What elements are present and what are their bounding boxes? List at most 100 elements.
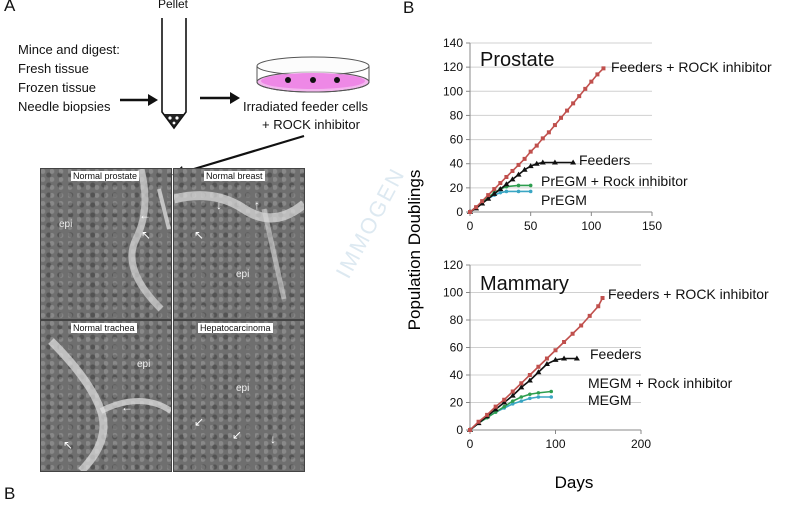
micrograph-normal-breast: Normal breast epi ↓ ↑ ↖: [173, 168, 305, 320]
y-tick-label: 80: [450, 313, 464, 327]
data-point: [510, 389, 515, 394]
x-tick-label: 0: [467, 437, 474, 451]
data-point: [552, 356, 559, 362]
data-point: [579, 323, 584, 328]
x-tick-label: 150: [642, 219, 662, 233]
series-label: Feeders + ROCK inhibitor: [611, 59, 772, 75]
micrograph-title: Hepatocarcinoma: [198, 323, 273, 333]
data-point: [468, 428, 472, 432]
data-point: [562, 340, 567, 344]
data-point: [510, 399, 515, 403]
data-point: [559, 115, 563, 120]
chart-panel-mammary: 0 20 40 60 80 100 120 0 100 200 Mammary Feeders + R…: [443, 258, 769, 451]
data-point: [480, 199, 485, 204]
data-point: [528, 396, 532, 401]
data-point: [518, 384, 525, 390]
data-point: [551, 159, 558, 165]
data-point: [596, 304, 601, 309]
x-tick-label: 0: [467, 219, 474, 233]
data-point: [498, 181, 503, 186]
data-point: [528, 392, 532, 397]
arrow-marker-icon: ↓: [270, 432, 276, 446]
arrow-marker-icon: ←: [121, 400, 133, 414]
data-point: [536, 395, 541, 399]
y-tick-label: 120: [443, 60, 463, 74]
arrow-marker-icon: ↓: [216, 198, 222, 212]
data-point: [573, 355, 580, 361]
data-point: [539, 159, 546, 165]
panel-a-letter: A: [4, 0, 16, 15]
arrow-marker-icon: ↑: [254, 198, 260, 212]
data-point: [535, 369, 542, 375]
epi-label: epi: [137, 359, 151, 370]
y-tick-label: 120: [443, 258, 463, 272]
micrograph-title: Normal prostate: [71, 171, 140, 181]
mince-line-3: Frozen tissue: [18, 80, 97, 95]
epi-label: epi: [236, 383, 250, 394]
data-point: [519, 381, 524, 386]
chart-title: Mammary: [480, 273, 569, 295]
workflow-diagram: [120, 18, 370, 178]
data-point: [476, 419, 481, 424]
y-tick-label: 0: [456, 205, 463, 219]
y-tick-label: 60: [450, 133, 464, 147]
data-point: [534, 143, 539, 148]
y-tick-label: 100: [443, 84, 463, 98]
x-tick-label: 100: [581, 219, 601, 233]
pellet-label: Pellet: [158, 0, 189, 11]
arrow-marker-icon: ↙: [232, 428, 243, 442]
series-line: [469, 190, 531, 213]
data-point: [502, 404, 507, 409]
dish-label-line2: + ROCK inhibitor: [262, 117, 360, 132]
data-point: [515, 171, 522, 177]
data-point: [509, 392, 516, 398]
y-tick-label: 40: [450, 368, 464, 382]
epi-label: epi: [59, 219, 73, 230]
data-point: [510, 402, 515, 406]
arrow-right-icon: [120, 94, 158, 106]
data-point: [485, 412, 490, 417]
data-point: [540, 136, 545, 141]
arrow-marker-icon: ↖: [63, 438, 74, 452]
panel-b-letter: B: [403, 0, 415, 17]
data-point: [504, 189, 509, 194]
series-label: PrEGM + Rock inhibitor: [541, 173, 688, 189]
data-point: [503, 181, 510, 187]
series-line: [469, 357, 577, 431]
data-point: [549, 395, 554, 399]
chart-panel-prostate: 0 20 40 60 80 100 120 140 0 50 100 150 Prostate Feede…: [443, 36, 772, 233]
series-label: Feeders + ROCK inhibitor: [608, 286, 769, 302]
data-point: [502, 397, 507, 402]
y-axis-label: Population Doublings: [405, 170, 424, 331]
data-point: [528, 183, 533, 188]
data-point: [468, 210, 472, 214]
y-tick-label: 100: [443, 286, 463, 300]
y-tick-label: 60: [450, 341, 464, 355]
data-point: [553, 348, 558, 353]
data-point: [516, 189, 521, 194]
mince-line-2: Fresh tissue: [18, 61, 89, 76]
data-point: [546, 130, 551, 135]
data-point: [486, 193, 491, 198]
chart-title: Prostate: [480, 49, 554, 71]
data-point: [492, 406, 499, 412]
data-point: [474, 205, 479, 210]
data-point: [492, 187, 497, 192]
data-point: [527, 163, 534, 169]
data-point: [519, 399, 524, 403]
data-point: [528, 189, 533, 194]
data-point: [519, 395, 524, 399]
series-label: Feeders: [579, 152, 630, 168]
series-label: MEGM: [588, 392, 632, 408]
data-point: [589, 79, 594, 84]
mince-line-4: Needle biopsies: [18, 99, 111, 114]
data-point: [493, 404, 498, 409]
data-point: [577, 94, 582, 99]
micrograph-normal-trachea: Normal trachea epi ↖ ←: [40, 320, 172, 472]
dish-label-line1: Irradiated feeder cells: [243, 99, 369, 114]
data-point: [522, 156, 527, 161]
data-point: [552, 123, 557, 128]
x-axis-label: Days: [555, 473, 594, 492]
data-point: [571, 101, 576, 106]
